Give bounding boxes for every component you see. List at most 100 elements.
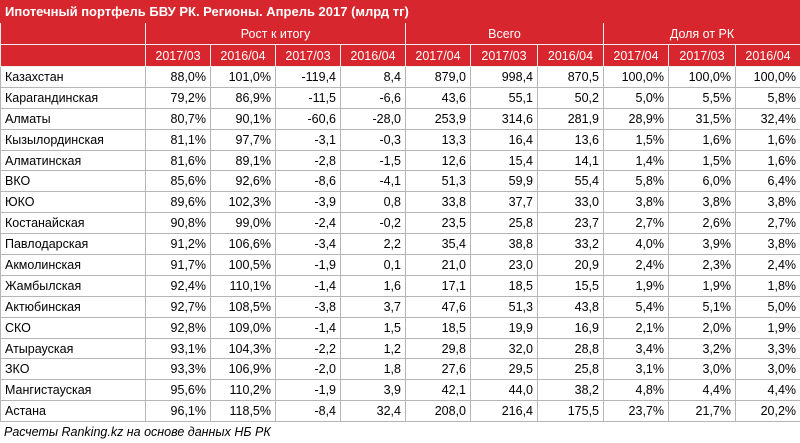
value-cell: 3,9 — [340, 379, 406, 402]
value-cell: 32,4 — [340, 400, 406, 423]
value-cell: 86,9% — [210, 86, 276, 109]
value-cell: 5,0% — [734, 295, 800, 318]
value-cell: 106,6% — [210, 233, 276, 256]
value-cell: -60,6 — [275, 107, 341, 130]
value-cell: 3,8% — [734, 191, 800, 214]
value-cell: -11,5 — [275, 86, 341, 109]
value-cell: 3,8% — [734, 233, 800, 256]
value-cell: 29,8 — [405, 337, 471, 360]
value-cell: 108,5% — [210, 295, 276, 318]
value-cell: 95,6% — [145, 379, 211, 402]
value-cell: 88,0% — [145, 66, 211, 88]
value-cell: 3,0% — [668, 358, 736, 381]
value-cell: 43,6 — [405, 86, 471, 109]
value-cell: 1,6% — [734, 149, 800, 172]
value-cell: 97,7% — [210, 128, 276, 151]
value-cell: 4,8% — [603, 379, 669, 402]
value-cell: 3,0% — [734, 358, 800, 381]
value-cell: 13,3 — [405, 128, 471, 151]
value-cell: -119,4 — [275, 66, 341, 88]
column-header: 2016/04 — [340, 44, 406, 67]
value-cell: 1,6% — [734, 128, 800, 151]
data-table: Ипотечный портфель БВУ РК. Регионы. Апре… — [0, 0, 800, 423]
value-cell: 38,8 — [470, 233, 538, 256]
value-cell: 1,9% — [734, 316, 800, 339]
value-cell: 32,4% — [734, 107, 800, 130]
value-cell: -4,1 — [340, 170, 406, 193]
value-cell: 1,5% — [603, 128, 669, 151]
value-cell: 35,4 — [405, 233, 471, 256]
table-row: Кызылординская 81,1% 97,7% -3,1 -0,3 13,3 16,4… — [0, 128, 800, 151]
value-cell: 2,6% — [668, 212, 736, 235]
value-cell: 5,8% — [603, 170, 669, 193]
region-cell: Актюбинская — [0, 295, 146, 318]
value-cell: 33,2 — [537, 233, 604, 256]
value-cell: 23,0 — [470, 254, 538, 276]
region-cell: СКО — [0, 316, 146, 339]
value-cell: -8,6 — [275, 170, 341, 193]
value-cell: 2,7% — [603, 212, 669, 235]
value-cell: 314,6 — [470, 107, 538, 130]
value-cell: 33,8 — [405, 191, 471, 214]
table-row: ЗКО 93,3% 106,9% -2,0 1,8 27,6 29,5 25,8 3,1% 3,0… — [0, 358, 800, 381]
value-cell: 104,3% — [210, 337, 276, 360]
value-cell: 93,3% — [145, 358, 211, 381]
value-cell: 1,5 — [340, 316, 406, 339]
value-cell: 1,8% — [734, 274, 800, 297]
value-cell: 208,0 — [405, 400, 471, 423]
value-cell: -6,6 — [340, 86, 406, 109]
value-cell: 92,8% — [145, 316, 211, 339]
table-row: Костанайская 90,8% 99,0% -2,4 -0,2 23,5 25,8 23… — [0, 212, 800, 235]
value-cell: -0,3 — [340, 128, 406, 151]
value-cell: 100,5% — [210, 254, 276, 276]
value-cell: 1,4% — [603, 149, 669, 172]
region-cell: Костанайская — [0, 212, 146, 235]
value-cell: 118,5% — [210, 400, 276, 423]
value-cell: 50,2 — [537, 86, 604, 109]
table-row: Казахстан 88,0% 101,0% -119,4 8,4 879,0 998,4 8… — [0, 66, 800, 88]
value-cell: -1,9 — [275, 379, 341, 402]
column-header: 2017/04 — [405, 44, 471, 67]
table-row: Жамбылская 92,4% 110,1% -1,4 1,6 17,1 18,5 15,5… — [0, 274, 800, 297]
value-cell: 21,7% — [668, 400, 736, 423]
region-cell: ЮКО — [0, 191, 146, 214]
value-cell: 8,4 — [340, 66, 406, 88]
column-header: 2017/03 — [668, 44, 736, 67]
corner-cell — [0, 44, 146, 67]
value-cell: 23,7 — [537, 212, 604, 235]
value-cell: 101,0% — [210, 66, 276, 88]
column-header: 2017/03 — [145, 44, 211, 67]
value-cell: -3,9 — [275, 191, 341, 214]
value-cell: 25,8 — [537, 358, 604, 381]
value-cell: -2,8 — [275, 149, 341, 172]
value-cell: 43,8 — [537, 295, 604, 318]
value-cell: 100,0% — [668, 66, 736, 88]
value-cell: -1,5 — [340, 149, 406, 172]
table-row: Астана 96,1% 118,5% -8,4 32,4 208,0 216,4 175,5… — [0, 400, 800, 423]
region-cell: Кызылординская — [0, 128, 146, 151]
value-cell: 51,3 — [470, 295, 538, 318]
column-header: 2017/03 — [275, 44, 341, 67]
value-cell: -1,4 — [275, 316, 341, 339]
value-cell: 253,9 — [405, 107, 471, 130]
value-cell: 44,0 — [470, 379, 538, 402]
value-cell: 92,4% — [145, 274, 211, 297]
value-cell: 3,1% — [603, 358, 669, 381]
value-cell: 281,9 — [537, 107, 604, 130]
value-cell: 13,6 — [537, 128, 604, 151]
value-cell: 3,4% — [603, 337, 669, 360]
table-row: Павлодарская 91,2% 106,6% -3,4 2,2 35,4 38,8 33… — [0, 233, 800, 256]
group-header: Рост к итогу — [145, 22, 406, 45]
value-cell: -2,0 — [275, 358, 341, 381]
column-header: 2016/04 — [734, 44, 800, 67]
value-cell: 1,6% — [668, 128, 736, 151]
table-row: ВКО 85,6% 92,6% -8,6 -4,1 51,3 59,9 55,4 5,8% 6,0… — [0, 170, 800, 193]
value-cell: 51,3 — [405, 170, 471, 193]
value-cell: 28,8 — [537, 337, 604, 360]
value-cell: 20,2% — [734, 400, 800, 423]
value-cell: 1,9% — [603, 274, 669, 297]
value-cell: 92,7% — [145, 295, 211, 318]
column-header: 2016/04 — [210, 44, 276, 67]
value-cell: 17,1 — [405, 274, 471, 297]
